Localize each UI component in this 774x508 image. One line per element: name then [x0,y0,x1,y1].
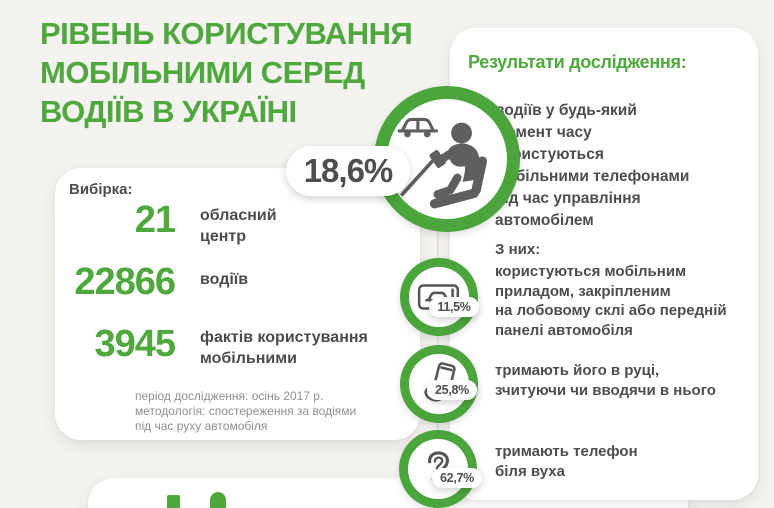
stat-value-drivers: 22866 [74,261,176,303]
page-title: РІВЕНЬ КОРИСТУВАННЯ МОБІЛЬНИМИ СЕРЕД ВОД… [40,14,490,131]
result-item-text-near-ear: тримають телефон біля вуха [495,443,638,480]
page-title-line2: МОБІЛЬНИМИ СЕРЕД [40,55,365,90]
driver-with-phone-icon [395,107,499,211]
results-card: Результати дослідження: водіїв у будь-як… [450,28,758,500]
stat-label-drivers: водіїв [200,271,249,288]
result-item-text-mounted: користуються мобільним приладом, закріпл… [495,263,727,339]
result-item-text-in-hand: тримають його в руці, зчитуючи чи вводяч… [495,362,716,399]
mounted-phone-percent-badge: 11,5% [429,297,479,317]
results-heading: Результати дослідження: [468,52,687,72]
clipped-heading-fragment [167,495,180,508]
clipped-heading-fragment [210,492,226,508]
hand-phone-percent-badge: 25,8% [427,380,477,400]
stat-value-usage-facts: 3945 [94,323,176,365]
stat-label-regional-centers: обласний центр [200,207,277,245]
page-title-line3: ВОДІЇВ В УКРАЇНІ [40,94,297,129]
ear-percent-badge: 62,7% [432,468,482,488]
of-them-label: З них: [495,241,541,258]
sample-card: Вибірка: 21 обласний центр 22866 водіїв … [55,168,420,440]
overall-percent-badge: 18,6% [286,146,410,196]
stat-label-usage-facts: фактів користування мобільними [200,329,368,367]
sample-heading: Вибірка: [69,181,133,198]
results-lead-text: водіїв у будь-який момент часу користуют… [495,102,690,229]
methodology-note: період дослідження: осінь 2017 р. методо… [135,389,357,433]
page-title-line1: РІВЕНЬ КОРИСТУВАННЯ [40,16,413,51]
stat-value-regional-centers: 21 [134,199,176,241]
car-icon [397,117,439,138]
